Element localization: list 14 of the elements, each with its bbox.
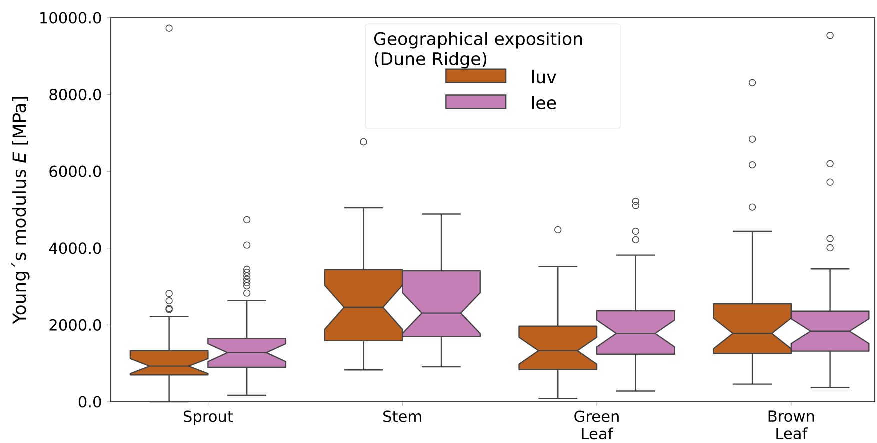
legend-title: Geographical exposition (Dune Ridge) (374, 32, 582, 69)
y-tick-label: 10000.0 (40, 12, 102, 24)
x-tick-label: Sprout (184, 410, 234, 426)
y-tick-label: 4000.0 (49, 242, 102, 254)
y-tick-label: 0.0 (78, 396, 102, 408)
legend-label: luv (532, 70, 556, 84)
x-tick-label: Stem (384, 410, 422, 422)
x-tick-label: Brown Leaf (768, 410, 814, 440)
y-tick-label: 6000.0 (50, 166, 102, 178)
legend-label: lee (532, 96, 556, 110)
x-tick-label: Green Leaf (574, 410, 619, 440)
y-axis-title: Young´s modulus E [MPa] (12, 97, 30, 324)
y-tick-label: 2000.0 (50, 319, 102, 331)
y-tick-label: 8000.0 (50, 89, 102, 101)
